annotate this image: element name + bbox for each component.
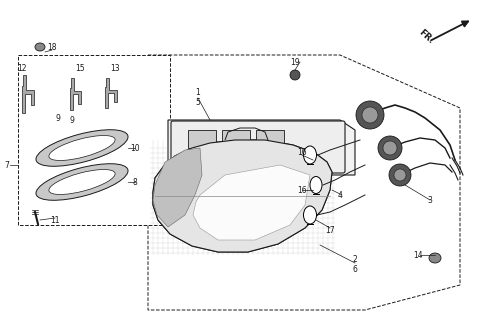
Text: 9: 9	[70, 116, 75, 124]
Circle shape	[383, 141, 397, 155]
FancyBboxPatch shape	[188, 130, 216, 148]
Text: 12: 12	[17, 63, 27, 73]
Text: 7: 7	[4, 161, 9, 170]
Circle shape	[290, 70, 300, 80]
FancyBboxPatch shape	[256, 130, 284, 148]
Polygon shape	[168, 120, 355, 175]
Polygon shape	[70, 78, 81, 110]
Text: FR.: FR.	[417, 28, 435, 46]
Ellipse shape	[303, 206, 317, 224]
Text: 1: 1	[196, 87, 200, 97]
Text: 13: 13	[110, 63, 120, 73]
Polygon shape	[148, 55, 460, 310]
Ellipse shape	[35, 43, 45, 51]
Text: 5: 5	[196, 98, 201, 107]
Ellipse shape	[303, 146, 317, 164]
Polygon shape	[153, 148, 202, 227]
FancyBboxPatch shape	[171, 121, 345, 173]
Text: 9: 9	[56, 114, 60, 123]
Circle shape	[394, 169, 406, 181]
Text: 14: 14	[413, 251, 423, 260]
Text: 18: 18	[47, 43, 57, 52]
Polygon shape	[18, 55, 170, 225]
Text: 17: 17	[325, 226, 335, 235]
Ellipse shape	[49, 170, 115, 195]
Text: 2: 2	[353, 255, 357, 265]
Ellipse shape	[429, 253, 441, 263]
Circle shape	[362, 107, 378, 123]
Ellipse shape	[310, 177, 322, 194]
Polygon shape	[105, 78, 117, 108]
Ellipse shape	[49, 136, 115, 160]
Text: 6: 6	[353, 266, 357, 275]
Circle shape	[389, 164, 411, 186]
Polygon shape	[153, 140, 332, 252]
Text: 16: 16	[297, 148, 307, 156]
Circle shape	[378, 136, 402, 160]
Ellipse shape	[36, 130, 128, 166]
Ellipse shape	[36, 164, 128, 200]
Circle shape	[356, 101, 384, 129]
Text: 16: 16	[297, 186, 307, 195]
Text: 3: 3	[428, 196, 432, 204]
Text: 8: 8	[132, 178, 137, 187]
FancyBboxPatch shape	[222, 130, 250, 148]
Text: 15: 15	[75, 63, 85, 73]
Text: 10: 10	[130, 143, 140, 153]
Text: 19: 19	[290, 58, 300, 67]
Polygon shape	[153, 140, 332, 252]
Text: 4: 4	[337, 190, 342, 199]
Text: 11: 11	[50, 215, 60, 225]
Polygon shape	[193, 165, 310, 240]
Polygon shape	[22, 75, 34, 113]
